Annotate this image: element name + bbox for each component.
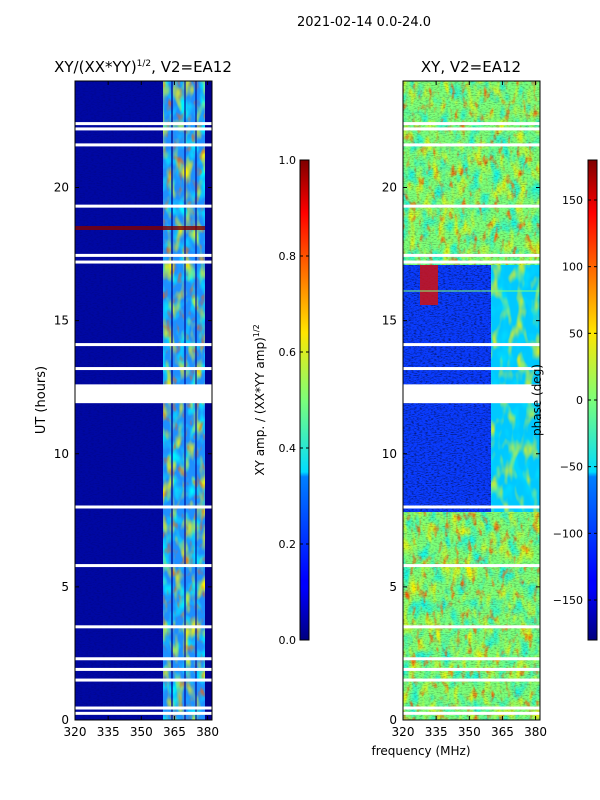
amp-gap-line xyxy=(75,367,212,371)
amp-heatmap xyxy=(75,81,212,720)
phase-colorbar-tick-label: −50 xyxy=(560,461,583,474)
amp-colorbar-tick-label: 0.4 xyxy=(279,442,297,455)
phase-xtick-label: 380 xyxy=(524,725,547,739)
amp-colorbar-tick-label: 0.2 xyxy=(279,538,297,551)
phase-ytick-label: 20 xyxy=(382,181,397,195)
phase-panel-title: XY, V2=EA12 xyxy=(421,58,521,76)
amp-panel-title: XY/(XX*YY)1/2, V2=EA12 xyxy=(54,58,232,76)
amp-gap-line xyxy=(75,706,212,710)
amp-gap-line xyxy=(75,143,212,147)
amp-colorbar: 0.0 0.2 0.4 0.6 0.8 1.0 XY amp. / (XX*YY amp)… xyxy=(252,154,310,647)
amp-gap-line xyxy=(75,204,212,208)
amp-gap-line xyxy=(75,505,212,509)
amp-gap-line xyxy=(75,678,212,682)
phase-gap-line xyxy=(403,564,540,568)
amp-gap-line xyxy=(75,253,212,257)
phase-gap-line xyxy=(403,122,540,126)
phase-gap-line xyxy=(403,625,540,629)
phase-panel: XY, V2=EA12 320 335 350 365 380 0 5 10 15 20 freq… xyxy=(371,58,547,758)
phase-gap-line xyxy=(403,678,540,682)
amp-xtick-label: 350 xyxy=(130,725,153,739)
phase-colorbar-tick-label: −100 xyxy=(553,527,583,540)
phase-xtick-label: 365 xyxy=(491,725,514,739)
phase-ytick-label: 10 xyxy=(382,447,397,461)
amp-plot-frame xyxy=(74,80,213,721)
phase-gap-line xyxy=(403,667,540,671)
phase-gap-block xyxy=(403,385,540,404)
phase-data-gaps xyxy=(403,122,540,715)
phase-gap-line xyxy=(403,253,540,257)
amp-xtick-label: 335 xyxy=(97,725,120,739)
phase-heatmap xyxy=(403,81,540,720)
phase-gap-line xyxy=(403,657,540,661)
figure-title: 2021-02-14 0.0-24.0 xyxy=(297,15,431,30)
phase-colorbar-tick-label: 50 xyxy=(569,327,583,340)
phase-xtick-label: 350 xyxy=(458,725,481,739)
amp-colorbar-tick-label: 0.0 xyxy=(279,634,297,647)
amp-colorbar-tick-label: 1.0 xyxy=(279,154,297,167)
amp-colorbar-tick-label: 0.6 xyxy=(279,346,297,359)
amp-gap-block xyxy=(75,385,212,404)
amp-colorbar-tick-label: 0.8 xyxy=(279,250,297,263)
phase-gap-line xyxy=(403,706,540,710)
amp-gap-line xyxy=(75,343,212,347)
amp-xtick-label: 320 xyxy=(64,725,87,739)
amp-gap-line xyxy=(75,122,212,126)
phase-gap-line xyxy=(403,127,540,131)
phase-ytick-label: 5 xyxy=(389,580,397,594)
phase-colorbar-tick-label: 100 xyxy=(562,261,583,274)
phase-colorbar-label: phase (deg) xyxy=(530,364,544,436)
amp-data-gaps xyxy=(75,122,212,715)
amp-ytick-label: 15 xyxy=(54,314,69,328)
phase-gap-line xyxy=(403,711,540,715)
amp-xtick-label: 365 xyxy=(163,725,186,739)
phase-xtick-label: 320 xyxy=(392,725,415,739)
amp-ytick-label: 20 xyxy=(54,181,69,195)
amp-gap-line xyxy=(75,127,212,131)
phase-gap-line xyxy=(403,367,540,371)
amp-gap-line xyxy=(75,657,212,661)
amp-ytick-label: 5 xyxy=(61,580,69,594)
amp-gap-line xyxy=(75,564,212,568)
amp-colorbar-label: XY amp. / (XX*YY amp)1/2 xyxy=(252,324,267,475)
phase-colorbar-tick-label: 0 xyxy=(576,394,583,407)
amp-xtick-label: 380 xyxy=(196,725,219,739)
phase-gap-line xyxy=(403,143,540,147)
phase-colorbar-tick-label: −150 xyxy=(553,594,583,607)
phase-colorbar-tick-label: 150 xyxy=(562,194,583,207)
phase-colorbar: −150 −100 −50 0 50 100 150 phase (deg) xyxy=(530,159,598,641)
amp-gap-line xyxy=(75,667,212,671)
phase-gap-line xyxy=(403,260,540,264)
phase-ytick-label: 15 xyxy=(382,314,397,328)
phase-gap-line xyxy=(403,204,540,208)
amp-ylabel: UT (hours) xyxy=(34,366,49,434)
phase-ytick-label: 0 xyxy=(389,713,397,727)
phase-gap-line xyxy=(403,343,540,347)
phase-plot-frame xyxy=(402,80,541,721)
amp-ytick-label: 10 xyxy=(54,447,69,461)
amp-gap-line xyxy=(75,260,212,264)
phase-gap-line xyxy=(403,505,540,509)
amp-gap-line xyxy=(75,711,212,715)
shared-xlabel: frequency (MHz) xyxy=(371,744,470,758)
amp-gap-line xyxy=(75,625,212,629)
amp-panel: XY/(XX*YY)1/2, V2=EA12 320 335 350 365 380 0 5… xyxy=(34,58,232,739)
phase-xtick-label: 335 xyxy=(425,725,448,739)
amp-ytick-label: 0 xyxy=(61,713,69,727)
